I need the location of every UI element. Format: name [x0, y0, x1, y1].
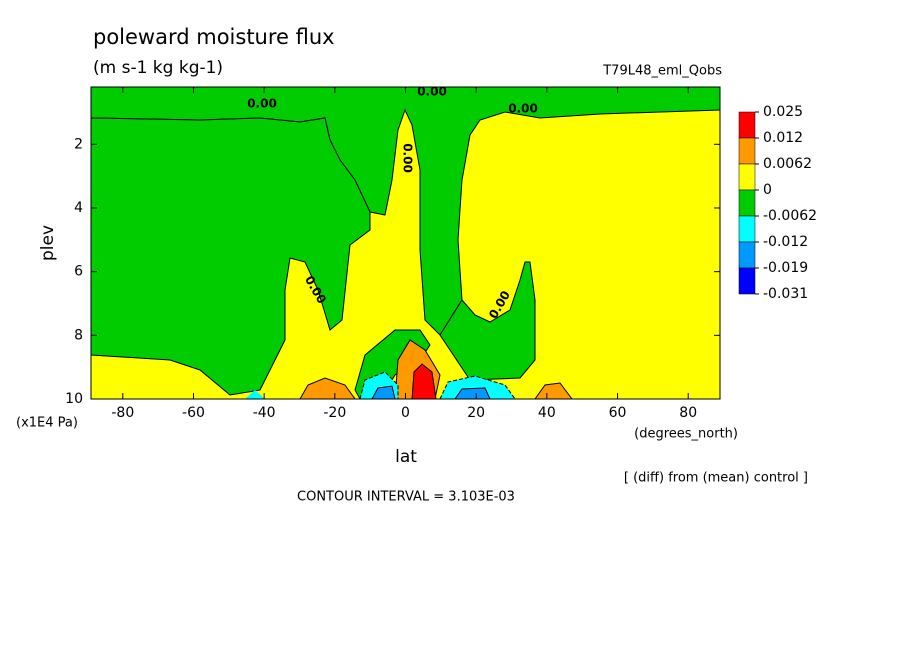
colorbar-label: 0.0062 — [763, 156, 812, 172]
colorbar-swatch — [738, 215, 756, 243]
colorbar-swatch — [738, 189, 756, 217]
colorbar-label: 0.025 — [763, 104, 803, 120]
colorbar-label: -0.012 — [763, 234, 808, 250]
x-tick-label: 20 — [467, 405, 485, 421]
y-tick-label: 6 — [74, 264, 83, 280]
colorbar-label: -0.0062 — [763, 208, 817, 224]
colorbar-swatch — [738, 137, 756, 165]
x-axis-label: lat — [395, 447, 417, 467]
x-tick-label: 60 — [609, 405, 627, 421]
contour-label: 0.00 — [417, 85, 447, 99]
y-units: (x1E4 Pa) — [16, 416, 78, 431]
colorbar-swatch — [738, 163, 756, 191]
contour-field — [90, 86, 721, 400]
x-tick-label: 40 — [538, 405, 556, 421]
colorbar-swatch — [738, 267, 756, 295]
chart-title: poleward moisture flux — [93, 25, 335, 49]
x-tick-label: -40 — [253, 405, 276, 421]
colorbar-label: 0 — [763, 182, 772, 198]
y-tick-label: 10 — [65, 391, 83, 407]
colorbar-swatch — [738, 241, 756, 269]
y-tick-label: 2 — [74, 136, 83, 152]
colorbar-swatch — [738, 111, 756, 139]
x-tick-label: 0 — [401, 405, 410, 421]
colorbar-label: -0.019 — [763, 260, 808, 276]
contour-interval: CONTOUR INTERVAL = 3.103E-03 — [297, 490, 515, 505]
contour-label: 0.00 — [401, 143, 415, 173]
y-axis-label: plev — [38, 225, 58, 261]
field-green — [90, 117, 371, 396]
dataset-label: T79L48_eml_Qobs — [602, 64, 722, 79]
x-tick-label: -20 — [323, 405, 346, 421]
x-tick-label: 80 — [679, 405, 697, 421]
note: [ (diff) from (mean) control ] — [624, 471, 808, 486]
x-tick-label: -80 — [111, 405, 134, 421]
y-tick-label: 8 — [74, 327, 83, 343]
x-tick-label: -60 — [182, 405, 205, 421]
field-cyan — [245, 390, 265, 399]
contour-label: 0.00 — [247, 97, 277, 111]
y-tick-label: 4 — [74, 200, 83, 216]
chart-subtitle: (m s-1 kg kg-1) — [93, 58, 223, 78]
x-units: (degrees_north) — [634, 427, 738, 442]
colorbar-label: -0.031 — [763, 286, 808, 302]
colorbar-label: 0.012 — [763, 130, 803, 146]
contour-label: 0.00 — [508, 102, 538, 116]
